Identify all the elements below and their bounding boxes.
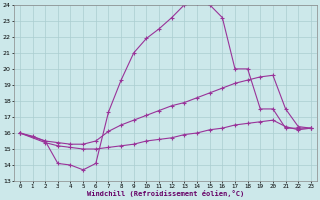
X-axis label: Windchill (Refroidissement éolien,°C): Windchill (Refroidissement éolien,°C) xyxy=(87,190,244,197)
